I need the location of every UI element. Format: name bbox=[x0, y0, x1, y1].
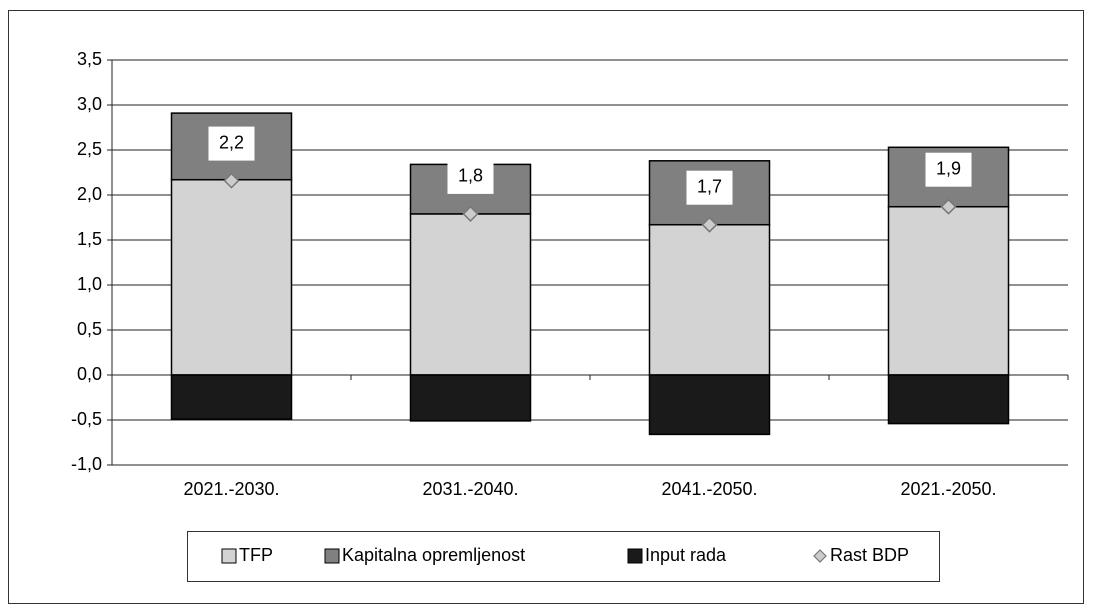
y-tick-label: 2,0 bbox=[77, 184, 102, 204]
bar-segment bbox=[648, 223, 771, 376]
bar-segment bbox=[887, 205, 1010, 376]
y-tick-label: -0,5 bbox=[71, 409, 102, 429]
legend-box bbox=[187, 531, 940, 582]
legend-label: Rast BDP bbox=[830, 545, 909, 565]
data-label: 2,2 bbox=[219, 132, 244, 152]
bar-segment bbox=[887, 374, 1010, 425]
data-label: 1,9 bbox=[936, 158, 961, 178]
data-label-box bbox=[686, 170, 733, 205]
bar-segment bbox=[170, 374, 293, 420]
legend-label: TFP bbox=[239, 545, 273, 565]
legend-swatch bbox=[324, 548, 340, 564]
bar-segment bbox=[409, 374, 532, 422]
legend-label: Kapitalna opremljenost bbox=[342, 545, 525, 565]
bar-segment bbox=[409, 213, 532, 376]
legend-swatch bbox=[627, 548, 643, 564]
x-tick-label: 2041.-2050. bbox=[661, 479, 757, 499]
legend-swatch bbox=[813, 549, 827, 563]
y-tick-label: -1,0 bbox=[71, 454, 102, 474]
y-tick-label: 0,0 bbox=[77, 364, 102, 384]
y-tick-label: 0,5 bbox=[77, 319, 102, 339]
y-tick-label: 3,5 bbox=[77, 49, 102, 69]
y-tick-label: 1,0 bbox=[77, 274, 102, 294]
marker bbox=[223, 172, 240, 189]
data-label: 1,8 bbox=[458, 166, 483, 186]
x-tick-label: 2021.-2030. bbox=[183, 479, 279, 499]
y-tick-label: 2,5 bbox=[77, 139, 102, 159]
marker bbox=[701, 216, 718, 233]
bar-segment bbox=[648, 374, 771, 436]
marker bbox=[462, 205, 479, 222]
bar-segment bbox=[170, 112, 293, 181]
data-label: 1,7 bbox=[697, 176, 722, 196]
y-tick-label: 1,5 bbox=[77, 229, 102, 249]
x-tick-label: 2021.-2050. bbox=[900, 479, 996, 499]
data-label-box bbox=[925, 152, 972, 187]
marker bbox=[940, 198, 957, 215]
legend-swatch bbox=[221, 548, 237, 564]
data-label-box bbox=[447, 159, 494, 194]
bar-segment bbox=[170, 178, 293, 376]
legend-label: Input rada bbox=[645, 545, 727, 565]
x-tick-label: 2031.-2040. bbox=[422, 479, 518, 499]
data-label-box bbox=[208, 126, 255, 161]
y-tick-label: 3,0 bbox=[77, 94, 102, 114]
